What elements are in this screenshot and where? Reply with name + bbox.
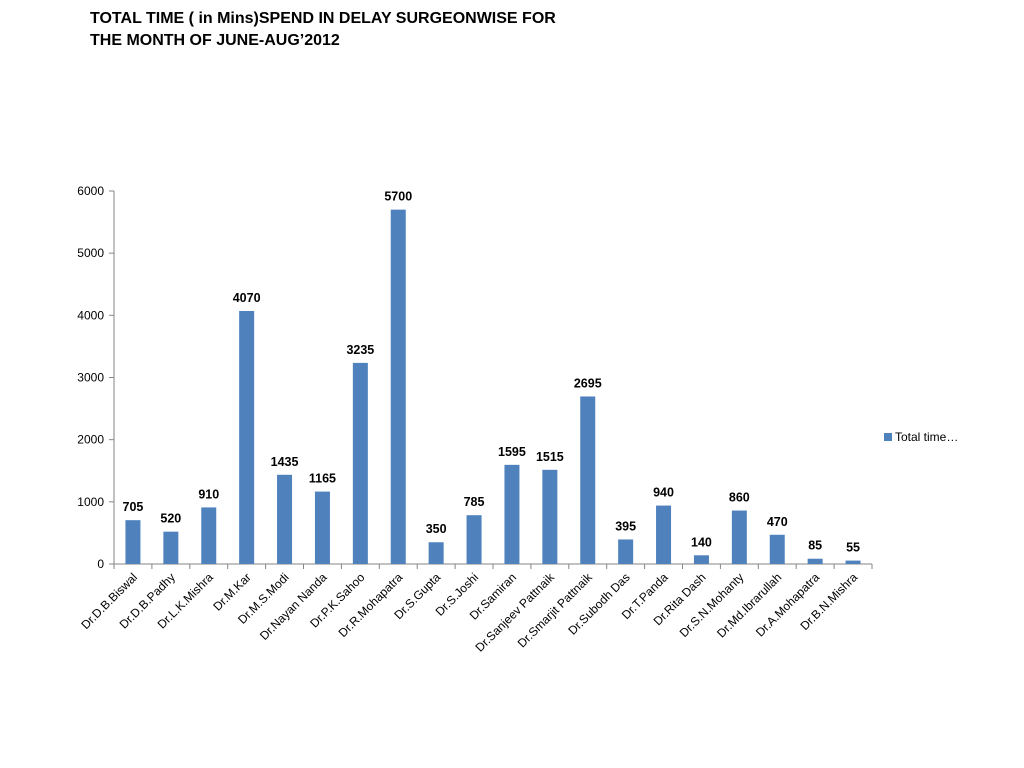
slide-title-line-1: TOTAL TIME ( in Mins)SPEND IN DELAY SURG… (90, 10, 556, 27)
bar (618, 539, 634, 564)
data-label: 350 (426, 522, 447, 536)
bar (125, 520, 141, 564)
legend-label: Total time… (895, 430, 958, 444)
y-tick-label: 6000 (77, 184, 104, 198)
bar (352, 362, 368, 564)
data-label: 705 (123, 500, 144, 514)
data-label: 785 (464, 495, 485, 509)
bar (277, 474, 293, 564)
y-tick-label: 5000 (77, 246, 104, 260)
bar (656, 505, 672, 564)
data-label: 140 (691, 535, 712, 549)
y-tick-label: 2000 (77, 433, 104, 447)
bar (163, 531, 179, 564)
bar (580, 396, 596, 564)
data-label: 940 (653, 486, 674, 500)
data-label: 1435 (271, 455, 299, 469)
x-axis (113, 563, 873, 569)
slide-title: TOTAL TIME ( in Mins)SPEND IN DELAY SURG… (90, 8, 650, 52)
data-label: 3235 (346, 343, 374, 357)
slide-title-line-2: THE MONTH OF JUNE-AUG’2012 (90, 32, 340, 49)
bar (428, 542, 444, 564)
data-label: 470 (767, 515, 788, 529)
data-label: 1165 (309, 472, 336, 486)
y-tick-label: 4000 (77, 308, 104, 322)
y-tick-label: 0 (97, 557, 104, 571)
category-label: Dr.Nayan Nanda (257, 570, 330, 643)
data-label: 520 (160, 512, 181, 526)
bar (769, 534, 785, 564)
data-label: 1515 (536, 450, 564, 464)
bar-series (125, 209, 861, 564)
bar (239, 310, 255, 564)
y-tick-label: 1000 (77, 495, 104, 509)
bar (314, 491, 330, 564)
data-label: 860 (729, 491, 750, 505)
data-label: 4070 (233, 291, 261, 305)
bar (201, 507, 217, 564)
y-tick-label: 3000 (77, 371, 104, 385)
bar (390, 209, 406, 564)
bar (542, 469, 558, 564)
data-label: 395 (615, 519, 636, 533)
legend-swatch (884, 433, 892, 441)
category-labels: Dr.D.B.BiswalDr.D.B.PadhyDr.L.K.MishraDr… (78, 570, 860, 655)
bar (807, 558, 823, 564)
data-label: 1595 (498, 445, 526, 459)
bar (693, 555, 709, 564)
data-label: 55 (846, 541, 860, 555)
data-label: 910 (198, 487, 219, 501)
legend: Total time… (884, 430, 958, 444)
y-axis: 0 1000 2000 3000 4000 5000 6000 (77, 184, 115, 571)
data-label: 2695 (574, 376, 602, 390)
bar (504, 464, 520, 564)
data-label: 85 (808, 539, 822, 553)
bar (731, 510, 747, 564)
data-label: 5700 (384, 190, 412, 204)
bar (466, 515, 482, 564)
data-labels: 705 520 910 4070 1435 1165 3235 5700 350 785 1595 1… (123, 190, 861, 555)
bar (845, 560, 861, 564)
